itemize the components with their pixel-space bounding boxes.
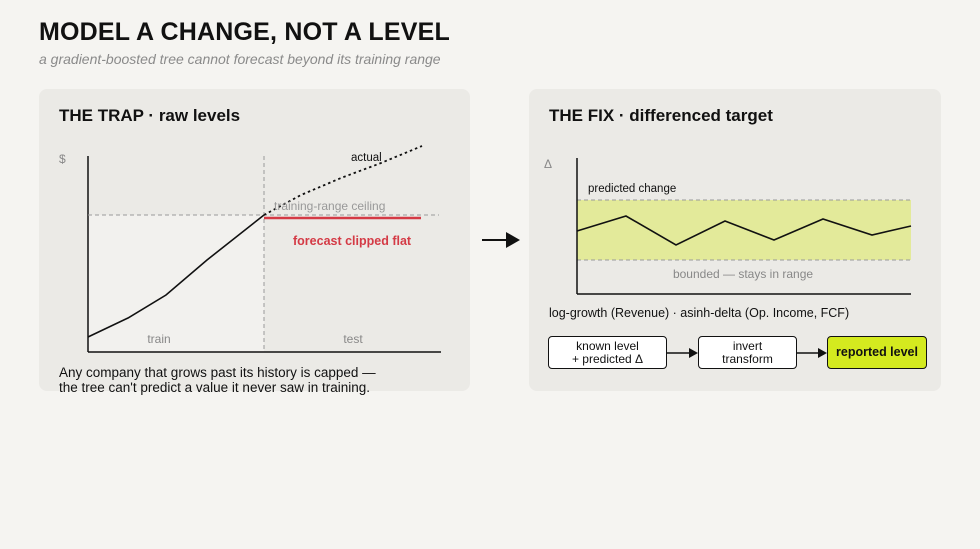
trap-caption-line2: the tree can't predict a value it never … (59, 380, 370, 395)
trap-title-sep: · (143, 106, 159, 125)
reported-level-box: reported level (827, 336, 927, 369)
fix-diagram: Δ predicted change bounded — stays in ra… (544, 157, 912, 358)
predicted-change-line (576, 215, 912, 246)
train-label: train (147, 332, 170, 346)
page-subtitle: a gradient-boosted tree cannot forecast … (39, 51, 441, 67)
reported-level-label: reported level (836, 345, 918, 360)
clipped-label: forecast clipped flat (293, 234, 412, 248)
right-arrow-icon (482, 232, 520, 248)
actual-curve (263, 145, 423, 216)
invert-transform-box: invert transform (698, 336, 797, 369)
trap-title-rest: raw levels (158, 106, 241, 125)
bounded-label: bounded — stays in range (673, 267, 813, 281)
page-title: MODEL A CHANGE, NOT A LEVEL (39, 18, 450, 46)
invert-line1: invert (732, 339, 763, 353)
trap-title-bold: THE TRAP (59, 106, 144, 125)
trap-y-axis-label: $ (59, 152, 66, 166)
flow-arrow-2-head (818, 348, 827, 358)
test-label: test (343, 332, 363, 346)
fix-title-rest: differenced target (629, 106, 773, 125)
training-curve (87, 214, 265, 338)
fix-panel: THE FIX · differenced target Δ predicted… (529, 89, 941, 391)
flow-arrow-1-head (689, 348, 698, 358)
trap-caption: Any company that grows past its history … (59, 365, 459, 395)
fix-panel-title: THE FIX · differenced target (549, 106, 773, 126)
predicted-change-label: predicted change (588, 183, 676, 195)
fix-title-bold: THE FIX (549, 106, 615, 125)
bounded-band (577, 200, 911, 260)
trap-panel: THE TRAP · raw levels $ actual training-… (39, 89, 470, 395)
trap-diagram: $ actual training-range ceiling forecast… (59, 145, 441, 353)
invert-line2: transform (722, 351, 773, 366)
fix-y-axis-label: Δ (544, 157, 552, 171)
ceiling-label: training-range ceiling (274, 199, 385, 213)
transform-formula: log-growth (Revenue) · asinh-delta (Op. … (549, 306, 850, 320)
fix-title-sep: · (614, 106, 630, 125)
known-level-box: known level + predicted Δ (548, 336, 667, 369)
actual-label: actual (351, 152, 382, 164)
trap-panel-title: THE TRAP · raw levels (59, 106, 240, 126)
trap-caption-line1: Any company that grows past its history … (59, 365, 376, 380)
known-level-line1: known level (576, 339, 639, 353)
known-level-line2: + predicted Δ (571, 351, 644, 366)
